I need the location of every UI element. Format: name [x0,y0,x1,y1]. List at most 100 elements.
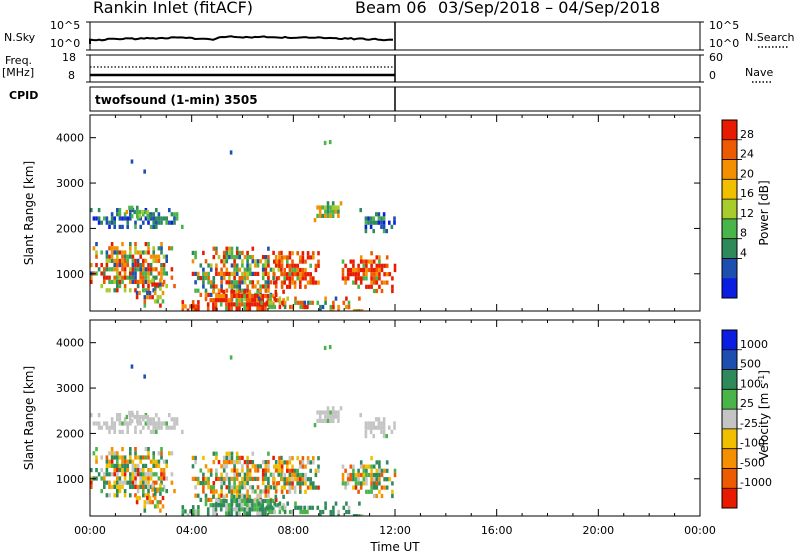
velocity-cell [126,468,129,473]
velocity-cell [246,468,249,473]
velocity-cell [168,451,171,456]
ytick-label: 1000 [56,473,84,486]
velocity-cell [278,509,282,515]
colorbar-tick-label: 16 [740,187,754,200]
velocity-cell [235,498,239,504]
power-cell [125,209,129,215]
velocity-cell [170,451,174,456]
velocity-cell [304,464,307,469]
velocity-cell [375,477,379,482]
colorbar-segment [722,468,737,489]
velocity-cell [280,468,284,473]
velocity-cell [143,414,147,420]
colorbar-tick-label: 12 [740,207,754,220]
power-cell [196,276,200,281]
velocity-cell [277,481,281,486]
power-cell [261,263,265,268]
velocity-cell [323,345,327,351]
power-cell [342,300,346,305]
power-cell [365,276,368,281]
velocity-cell [130,364,134,369]
power-cell [264,280,268,285]
power-cell [312,276,315,281]
velocity-cell [291,472,294,478]
power-cell [259,259,262,264]
power-cell [283,267,286,273]
power-cell [317,251,320,256]
velocity-cell [352,514,356,516]
power-cell [105,288,109,293]
velocity-cell [347,505,351,510]
velocity-cell [266,503,270,508]
power-cell [121,263,124,268]
power-cell [309,272,312,277]
power-cell [337,304,340,310]
velocity-cell [302,509,305,515]
velocity-cell [118,429,122,434]
nsearch-label: N.Search [745,31,795,44]
power-cell [241,280,244,285]
velocity-cell [206,511,210,516]
power-cell [131,279,135,284]
velocity-cell [273,464,276,469]
velocity-cell [235,460,239,465]
power-cell [268,300,271,305]
velocity-cell [288,456,292,461]
power-cell [129,279,132,284]
power-cell [233,263,236,268]
power-cell [209,284,213,289]
power-cell [136,263,140,268]
velocity-cell [372,425,375,430]
velocity-cell [228,481,231,486]
velocity-cell [370,489,373,494]
power-cell [157,254,161,259]
velocity-cell [108,493,111,498]
velocity-cell [129,493,132,498]
velocity-cell [235,511,239,516]
velocity-cell [142,468,145,473]
power-cell [238,293,241,299]
power-cell [90,263,93,268]
power-cell [162,216,166,221]
velocity-cell [157,425,161,430]
velocity-cell [251,464,255,469]
velocity-cell [136,484,140,489]
velocity-cell [118,468,122,473]
velocity-cell [253,498,257,504]
velocity-cell [220,481,223,486]
velocity-cell [245,507,249,512]
velocity-cell [147,447,150,452]
velocity-cell [144,476,148,481]
power-cell [248,306,252,311]
velocity-cell [181,513,185,516]
colorbar-segment [722,199,737,220]
power-cell [280,280,284,285]
velocity-cell [116,455,119,460]
velocity-cell [382,429,386,434]
power-cell [388,220,391,225]
power-cell [147,263,150,268]
power-cell [364,229,368,234]
power-cell [378,263,381,268]
power-cell [282,298,285,303]
power-cell [393,263,397,268]
power-cell [269,293,272,299]
velocity-cell [136,489,140,494]
power-cell [268,304,271,310]
power-cell [142,271,145,276]
colorbar-segment [722,218,737,239]
velocity-cell [95,455,98,460]
power-cell [113,220,116,225]
velocity-cell [129,451,132,456]
velocity-cell [207,481,210,486]
velocity-cell [219,498,223,504]
power-cell [334,296,338,301]
velocity-cell [90,413,93,418]
velocity-cell [131,468,135,473]
power-cell [139,267,142,272]
velocity-cell [147,421,150,426]
power-cell [181,300,185,305]
velocity-cell [246,464,249,469]
power-cell [134,220,137,225]
velocity-cell [148,495,152,501]
